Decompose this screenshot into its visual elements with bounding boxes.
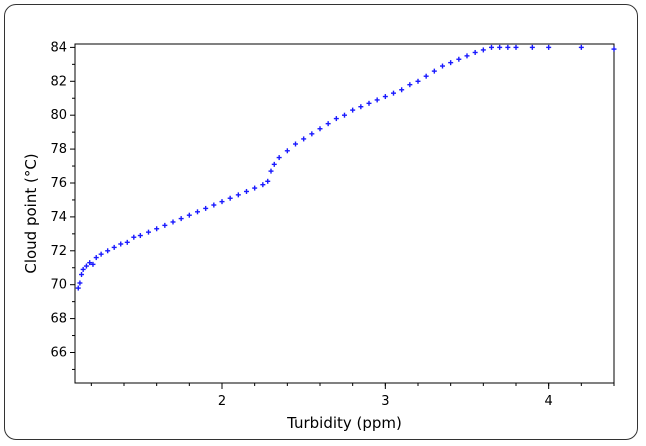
data-point bbox=[464, 53, 470, 59]
data-point bbox=[260, 182, 266, 188]
data-point bbox=[546, 44, 552, 50]
data-point bbox=[111, 244, 117, 250]
data-point bbox=[456, 56, 462, 62]
data-point bbox=[342, 112, 347, 118]
y-tick-label: 70 bbox=[50, 278, 67, 293]
data-point bbox=[235, 192, 241, 198]
data-point bbox=[265, 178, 271, 184]
data-point bbox=[497, 44, 503, 50]
data-point bbox=[448, 60, 454, 66]
data-point bbox=[195, 209, 200, 215]
data-point bbox=[284, 148, 290, 154]
data-point bbox=[170, 219, 176, 225]
data-point bbox=[252, 185, 258, 191]
data-point bbox=[131, 234, 137, 240]
plot-area bbox=[74, 43, 615, 384]
data-point bbox=[227, 195, 233, 201]
data-point bbox=[407, 82, 413, 88]
data-point bbox=[219, 199, 225, 205]
y-tick-label: 82 bbox=[50, 74, 67, 89]
data-point bbox=[146, 229, 151, 235]
data-point bbox=[98, 251, 104, 257]
data-point bbox=[90, 261, 96, 267]
data-point bbox=[137, 233, 143, 239]
data-point bbox=[489, 44, 494, 50]
data-point bbox=[325, 121, 331, 127]
y-tick-label: 76 bbox=[50, 176, 67, 191]
data-point bbox=[271, 161, 277, 167]
data-point bbox=[77, 280, 83, 286]
y-tick-label: 68 bbox=[50, 312, 67, 327]
x-tick-label: 3 bbox=[381, 394, 389, 409]
y-tick-label: 74 bbox=[50, 210, 67, 225]
data-point bbox=[118, 241, 124, 247]
data-point bbox=[244, 188, 249, 194]
chart-frame bbox=[4, 4, 638, 440]
data-point bbox=[415, 78, 421, 84]
data-point bbox=[162, 222, 168, 228]
data-point bbox=[83, 263, 89, 269]
plot-border bbox=[74, 43, 615, 384]
data-point bbox=[611, 46, 617, 52]
data-point bbox=[480, 47, 486, 53]
y-tick-label: 84 bbox=[50, 40, 67, 55]
data-point bbox=[366, 100, 372, 106]
data-point bbox=[333, 116, 339, 122]
data-point bbox=[203, 205, 209, 211]
data-point bbox=[178, 216, 184, 222]
y-tick-label: 80 bbox=[50, 108, 67, 123]
x-tick-label: 4 bbox=[545, 394, 553, 409]
data-point bbox=[382, 94, 388, 100]
data-point bbox=[301, 136, 307, 142]
data-point bbox=[105, 248, 111, 254]
data-point bbox=[374, 97, 380, 103]
data-point bbox=[80, 266, 86, 272]
x-tick-label: 2 bbox=[218, 394, 226, 409]
data-points bbox=[75, 44, 617, 291]
x-axis-label: Turbidity (ppm) bbox=[286, 414, 402, 432]
y-axis: 66 68 70 72 74 76 78 80 82 84 bbox=[50, 40, 75, 370]
data-point bbox=[293, 141, 298, 147]
data-point bbox=[79, 272, 85, 278]
data-point bbox=[391, 90, 396, 96]
y-axis-label: Cloud point (°C) bbox=[22, 153, 40, 273]
data-point bbox=[358, 104, 364, 110]
data-point bbox=[186, 212, 192, 218]
data-point bbox=[399, 87, 405, 93]
data-point bbox=[423, 73, 429, 79]
data-point bbox=[529, 44, 535, 50]
data-point bbox=[124, 239, 130, 245]
data-point bbox=[578, 44, 584, 50]
y-tick-label: 78 bbox=[50, 142, 67, 157]
data-point bbox=[431, 68, 437, 74]
x-axis: 2 3 4 bbox=[90, 383, 615, 409]
data-point bbox=[93, 255, 99, 261]
data-point bbox=[472, 49, 478, 55]
data-point bbox=[276, 155, 282, 161]
data-point bbox=[154, 226, 160, 232]
data-point bbox=[350, 107, 356, 113]
data-point bbox=[513, 44, 519, 50]
data-point bbox=[440, 63, 445, 69]
data-point bbox=[87, 260, 93, 266]
y-tick-label: 66 bbox=[50, 345, 67, 360]
data-point bbox=[317, 126, 323, 132]
y-tick-label: 72 bbox=[50, 244, 67, 259]
data-point bbox=[211, 202, 217, 208]
data-point bbox=[309, 131, 315, 137]
data-point bbox=[268, 168, 274, 174]
data-point bbox=[75, 285, 81, 291]
data-point bbox=[505, 44, 511, 50]
